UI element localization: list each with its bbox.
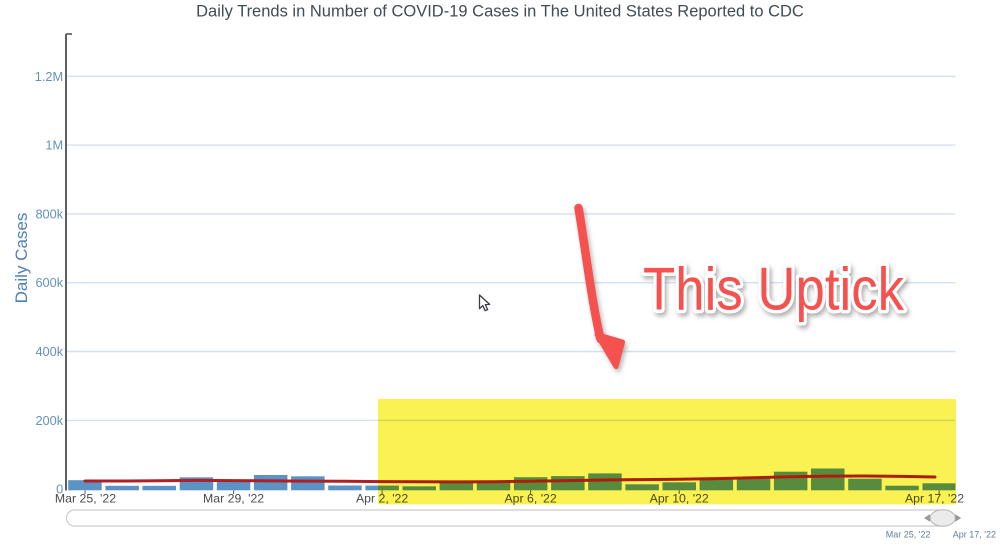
svg-text:Apr 17, '22: Apr 17, '22 bbox=[953, 530, 996, 540]
svg-text:1.2M: 1.2M bbox=[35, 69, 63, 84]
svg-text:Daily Trends in Number of COVI: Daily Trends in Number of COVID-19 Cases… bbox=[196, 3, 804, 21]
svg-text:Daily Cases: Daily Cases bbox=[12, 213, 31, 304]
svg-text:800k: 800k bbox=[35, 206, 63, 221]
svg-text:600k: 600k bbox=[35, 275, 63, 290]
svg-text:This Uptick: This Uptick bbox=[643, 256, 905, 323]
svg-text:1M: 1M bbox=[45, 138, 63, 153]
svg-text:400k: 400k bbox=[35, 344, 63, 359]
svg-text:Mar 25, '22: Mar 25, '22 bbox=[55, 492, 116, 506]
svg-text:Mar 25, '22: Mar 25, '22 bbox=[886, 530, 931, 540]
svg-text:200k: 200k bbox=[35, 413, 63, 428]
svg-text:Mar 29, '22: Mar 29, '22 bbox=[203, 492, 264, 506]
svg-text:0: 0 bbox=[56, 481, 63, 496]
